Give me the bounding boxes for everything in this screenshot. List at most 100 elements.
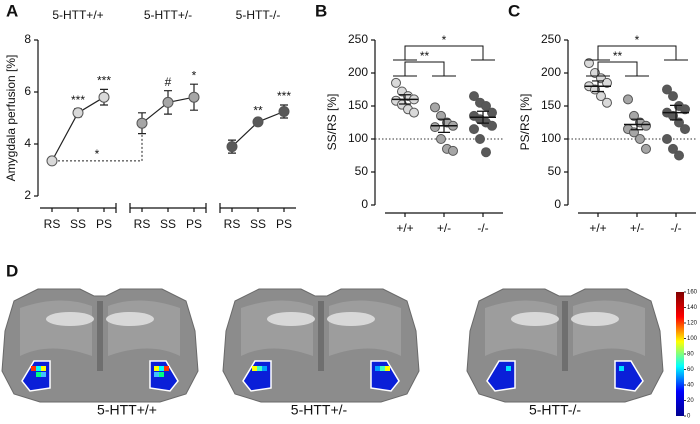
x-tick-label: PS xyxy=(96,217,112,231)
brain-image xyxy=(1,288,199,403)
image-label: 5-HTT+/+ xyxy=(97,402,157,418)
data-point xyxy=(668,91,678,102)
data-point xyxy=(641,120,651,131)
data-point xyxy=(252,116,264,128)
panel-label: C xyxy=(508,1,520,20)
group-title: 5-HTT-/- xyxy=(236,8,281,22)
x-tick-label: +/- xyxy=(630,221,644,235)
y-tick-label: 4 xyxy=(24,136,31,150)
brain-structure xyxy=(106,312,154,326)
colorbar-tick-label: 60 xyxy=(687,367,694,373)
x-tick-label: +/+ xyxy=(589,221,606,235)
group-title: 5-HTT+/+ xyxy=(52,8,103,22)
perfusion-voxel xyxy=(31,366,36,371)
y-tick-label: 6 xyxy=(24,84,31,98)
x-tick-label: SS xyxy=(70,217,86,231)
x-tick-label: +/+ xyxy=(396,221,413,235)
perfusion-voxel xyxy=(252,366,257,371)
y-tick-label: 0 xyxy=(554,197,561,211)
y-tick-label: 2 xyxy=(24,188,31,202)
y-tick-label: 0 xyxy=(361,197,368,211)
perfusion-voxel xyxy=(36,372,41,377)
brain-structure xyxy=(46,312,94,326)
panel-label: D xyxy=(6,261,18,280)
brain-structure xyxy=(267,312,315,326)
perfusion-voxel xyxy=(159,372,164,377)
data-point xyxy=(662,134,672,144)
data-point xyxy=(469,124,479,135)
data-point xyxy=(584,58,594,69)
data-point xyxy=(481,147,491,158)
x-tick-label: SS xyxy=(250,217,266,231)
perfusion-voxel xyxy=(506,366,511,371)
significance-bracket xyxy=(393,45,495,61)
perfusion-voxel xyxy=(36,366,41,371)
perfusion-voxel xyxy=(159,366,164,371)
colorbar-tick-label: 160 xyxy=(687,290,698,296)
significance-label: * xyxy=(635,33,640,47)
data-point xyxy=(436,110,446,121)
y-axis-label: Amygdala perfusion [%] xyxy=(4,55,18,182)
perfusion-voxel xyxy=(164,366,169,371)
colorbar-tick-label: 20 xyxy=(687,398,694,404)
data-point xyxy=(409,107,419,118)
y-tick-label: 100 xyxy=(541,131,561,145)
data-point xyxy=(602,77,612,88)
colorbar xyxy=(676,292,684,416)
perfusion-voxel xyxy=(41,372,46,377)
data-point xyxy=(475,134,485,144)
data-point xyxy=(72,107,84,119)
data-point xyxy=(487,120,497,131)
colorbar-tick-label: 120 xyxy=(687,321,698,327)
x-tick-label: -/- xyxy=(477,221,488,235)
group-title: 5-HTT+/- xyxy=(144,8,192,22)
significance-label: *** xyxy=(277,89,291,103)
brain-structure xyxy=(97,301,103,371)
significance-label: ** xyxy=(253,103,263,117)
perfusion-voxel xyxy=(375,366,380,371)
y-tick-label: 150 xyxy=(348,98,368,112)
brain-structure xyxy=(562,301,568,371)
perfusion-voxel xyxy=(154,372,159,377)
x-tick-label: SS xyxy=(160,217,176,231)
y-tick-label: 250 xyxy=(348,32,368,46)
perfusion-voxel xyxy=(41,366,46,371)
image-label: 5-HTT+/- xyxy=(291,402,348,418)
y-axis-label: SS/RS [%] xyxy=(325,94,339,151)
perfusion-voxel xyxy=(380,366,385,371)
brain-structure xyxy=(571,312,619,326)
significance-label: ** xyxy=(613,49,623,63)
panel-label: A xyxy=(6,1,18,20)
significance-bracket xyxy=(586,45,688,61)
data-point xyxy=(680,124,690,135)
y-tick-label: 200 xyxy=(348,65,368,79)
data-point xyxy=(680,104,690,115)
significance-label: # xyxy=(165,75,172,89)
x-tick-label: -/- xyxy=(670,221,681,235)
error-bar xyxy=(592,80,604,93)
significance-bracket xyxy=(393,61,456,77)
image-label: 5-HTT-/- xyxy=(529,402,581,418)
comparison-line xyxy=(58,129,143,162)
data-point xyxy=(98,91,110,103)
data-point xyxy=(436,134,446,144)
panel-label: B xyxy=(315,1,327,20)
significance-bracket xyxy=(586,61,649,77)
significance-label: * xyxy=(442,33,447,47)
error-bar xyxy=(477,110,489,124)
x-tick-label: RS xyxy=(134,217,151,231)
significance-label: ** xyxy=(420,49,430,63)
data-point xyxy=(641,143,651,154)
colorbar-tick-label: 0 xyxy=(687,414,691,420)
data-point xyxy=(188,91,200,103)
data-point xyxy=(602,97,612,108)
brain-structure xyxy=(318,301,324,371)
brain-image xyxy=(466,288,664,403)
data-point xyxy=(391,77,401,88)
data-point xyxy=(136,117,148,129)
colorbar-tick-label: 40 xyxy=(687,383,694,389)
colorbar-tick-label: 140 xyxy=(687,305,698,311)
brain-structure xyxy=(327,312,375,326)
x-tick-label: RS xyxy=(44,217,61,231)
